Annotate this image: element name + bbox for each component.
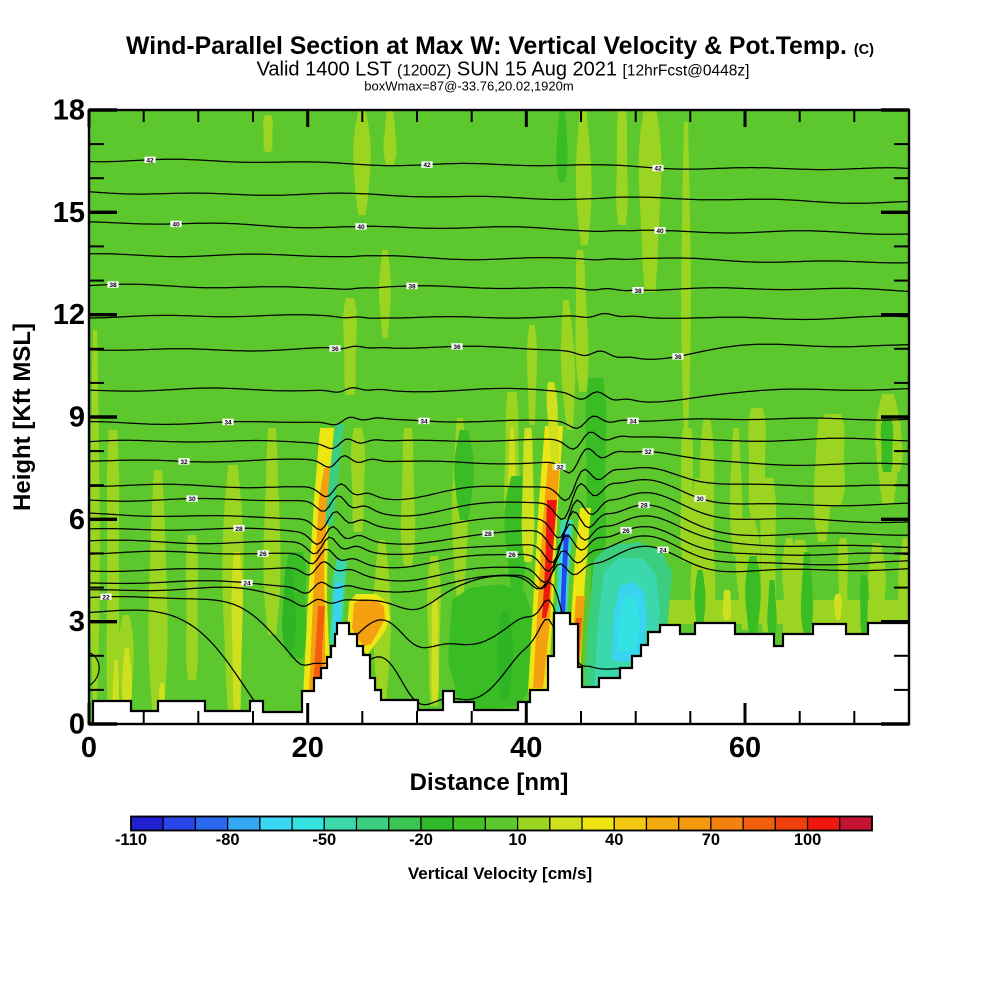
svg-text:36: 36 [453, 344, 461, 351]
svg-text:Wind-Parallel Section at Max W: Wind-Parallel Section at Max W: Vertical… [126, 33, 874, 60]
svg-text:0: 0 [81, 732, 97, 764]
svg-text:10: 10 [508, 831, 526, 849]
svg-text:100: 100 [794, 831, 822, 849]
svg-text:24: 24 [243, 581, 251, 588]
svg-text:38: 38 [408, 284, 416, 291]
svg-text:30: 30 [696, 496, 704, 503]
svg-text:-50: -50 [312, 831, 336, 849]
svg-text:3: 3 [69, 606, 85, 638]
svg-text:42: 42 [146, 157, 154, 164]
svg-text:boxWmax=87@-33.76,20.02,1920m: boxWmax=87@-33.76,20.02,1920m [364, 79, 573, 94]
svg-text:Distance [nm]: Distance [nm] [410, 769, 569, 796]
svg-text:36: 36 [674, 354, 682, 361]
svg-text:40: 40 [172, 222, 180, 229]
svg-text:-20: -20 [409, 831, 433, 849]
svg-text:40: 40 [605, 831, 623, 849]
svg-text:-80: -80 [216, 831, 240, 849]
svg-text:Vertical Velocity [cm/s]: Vertical Velocity [cm/s] [408, 864, 592, 883]
svg-text:26: 26 [622, 528, 630, 535]
svg-text:34: 34 [420, 419, 428, 426]
svg-text:40: 40 [357, 224, 365, 231]
svg-text:28: 28 [484, 531, 492, 538]
svg-text:28: 28 [235, 526, 243, 533]
svg-text:26: 26 [508, 552, 516, 559]
svg-text:24: 24 [659, 547, 667, 554]
svg-text:30: 30 [188, 496, 196, 503]
svg-text:34: 34 [629, 418, 637, 425]
svg-text:40: 40 [656, 228, 664, 235]
svg-text:38: 38 [634, 288, 642, 295]
svg-text:36: 36 [331, 346, 339, 353]
svg-text:40: 40 [510, 732, 542, 764]
svg-text:15: 15 [53, 197, 85, 229]
svg-text:12: 12 [53, 299, 85, 331]
svg-text:9: 9 [69, 402, 85, 434]
svg-text:26: 26 [259, 551, 267, 558]
svg-text:32: 32 [180, 459, 188, 466]
svg-text:28: 28 [640, 503, 648, 510]
svg-text:32: 32 [644, 449, 652, 456]
svg-text:-110: -110 [115, 831, 147, 849]
svg-text:60: 60 [729, 732, 761, 764]
svg-text:22: 22 [102, 594, 110, 601]
svg-text:18: 18 [53, 95, 85, 127]
svg-text:0: 0 [69, 709, 85, 741]
svg-text:Valid 1400 LST (1200Z) SUN 15: Valid 1400 LST (1200Z) SUN 15 Aug 2021 [… [257, 59, 750, 81]
svg-text:38: 38 [109, 282, 117, 289]
svg-text:34: 34 [224, 420, 232, 427]
svg-text:70: 70 [702, 831, 720, 849]
svg-text:20: 20 [292, 732, 324, 764]
svg-text:42: 42 [654, 166, 662, 173]
svg-text:42: 42 [423, 162, 431, 169]
svg-text:Height [Kft MSL]: Height [Kft MSL] [9, 323, 36, 511]
svg-text:32: 32 [556, 465, 564, 472]
svg-text:6: 6 [69, 504, 85, 536]
